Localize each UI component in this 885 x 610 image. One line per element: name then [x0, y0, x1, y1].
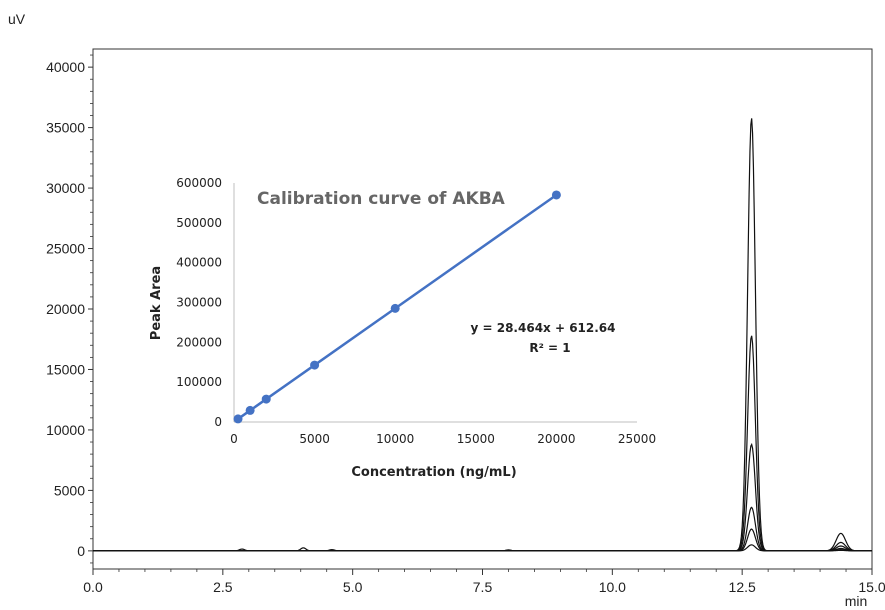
- x-axis-ticks: 0.0 2.5 5.0 7.5 10.0 12.5 15.0: [83, 569, 885, 595]
- inset-y-tick-label: 400000: [176, 256, 222, 270]
- chromatogram-chart: uV min 0 5000 10000 15000 20000 25000 30000 350…: [8, 11, 885, 609]
- y-tick-label: 0: [77, 543, 85, 559]
- x-tick-label: 2.5: [213, 579, 233, 595]
- calibration-point: [245, 405, 255, 415]
- x-tick-label: 12.5: [729, 579, 756, 595]
- chromatogram-trace: [93, 544, 872, 552]
- y-tick-label: 35000: [46, 120, 85, 136]
- inset-x-tick-label: 5000: [299, 432, 330, 446]
- calibration-point: [551, 190, 561, 200]
- y-tick-label: 25000: [46, 241, 85, 257]
- inset-y-tick-label: 100000: [176, 375, 222, 389]
- calibration-point: [233, 414, 243, 424]
- inset-y-tick-label: 500000: [176, 216, 222, 230]
- inset-y-tick-label: 200000: [176, 335, 222, 349]
- inset-y-tick-label: 0: [214, 415, 222, 429]
- inset-x-label: Concentration (ng/mL): [351, 465, 516, 480]
- x-tick-label: 7.5: [473, 579, 493, 595]
- y-tick-label: 5000: [54, 482, 85, 498]
- y-tick-label: 15000: [46, 361, 85, 377]
- plot-frame: [92, 48, 873, 570]
- x-tick-label: 15.0: [858, 579, 885, 595]
- inset-marks: [233, 190, 561, 424]
- y-tick-label: 40000: [46, 59, 85, 75]
- inset-y-tick-label: 300000: [176, 296, 222, 310]
- x-tick-label: 5.0: [343, 579, 363, 595]
- inset-y-tick-label: 600000: [176, 176, 222, 190]
- inset-equation: y = 28.464x + 612.64: [471, 321, 616, 335]
- y-tick-label: 30000: [46, 180, 85, 196]
- inset-axes: 0 100000 200000 300000 400000 500000 600000 0 50…: [176, 176, 656, 446]
- y-tick-label: 20000: [46, 301, 85, 317]
- inset-y-label: Peak Area: [149, 266, 164, 340]
- calibration-point: [261, 394, 271, 404]
- chromatogram-traces: [93, 118, 872, 552]
- y-tick-label: 10000: [46, 422, 85, 438]
- inset-x-tick-label: 0: [230, 432, 238, 446]
- y-axis-ticks: 0 5000 10000 15000 20000 25000 30000 35000 40000: [46, 54, 93, 564]
- calibration-point: [390, 303, 400, 313]
- inset-x-tick-label: 15000: [457, 432, 495, 446]
- inset-x-tick-label: 25000: [618, 432, 656, 446]
- calibration-point: [310, 360, 320, 370]
- inset-x-tick-label: 10000: [376, 432, 414, 446]
- y-unit-label: uV: [8, 11, 26, 27]
- inset-title: Calibration curve of AKBA: [257, 189, 506, 209]
- calibration-inset: Calibration curve of AKBA Concentration …: [149, 176, 656, 480]
- x-tick-label: 10.0: [599, 579, 626, 595]
- inset-x-tick-label: 20000: [537, 432, 575, 446]
- x-unit-label: min: [845, 593, 868, 609]
- x-tick-label: 0.0: [83, 579, 103, 595]
- inset-r-squared: R² = 1: [529, 341, 570, 355]
